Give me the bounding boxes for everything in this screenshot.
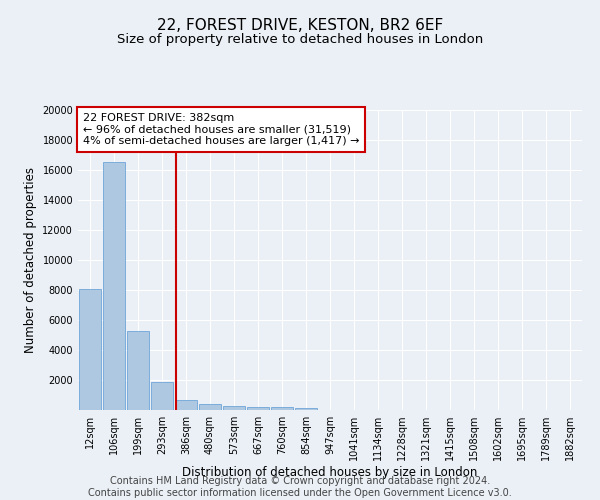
Text: 22 FOREST DRIVE: 382sqm
← 96% of detached houses are smaller (31,519)
4% of semi: 22 FOREST DRIVE: 382sqm ← 96% of detache… bbox=[83, 113, 359, 146]
Bar bbox=[79, 288, 101, 410]
Bar bbox=[199, 404, 221, 410]
Bar bbox=[247, 406, 269, 410]
Bar bbox=[103, 162, 125, 410]
X-axis label: Distribution of detached houses by size in London: Distribution of detached houses by size … bbox=[182, 466, 478, 479]
Bar bbox=[151, 382, 173, 410]
Text: Contains HM Land Registry data © Crown copyright and database right 2024.
Contai: Contains HM Land Registry data © Crown c… bbox=[88, 476, 512, 498]
Text: 22, FOREST DRIVE, KESTON, BR2 6EF: 22, FOREST DRIVE, KESTON, BR2 6EF bbox=[157, 18, 443, 32]
Y-axis label: Number of detached properties: Number of detached properties bbox=[24, 167, 37, 353]
Bar bbox=[175, 400, 197, 410]
Bar bbox=[127, 330, 149, 410]
Bar bbox=[295, 408, 317, 410]
Bar bbox=[223, 406, 245, 410]
Text: Size of property relative to detached houses in London: Size of property relative to detached ho… bbox=[117, 32, 483, 46]
Bar bbox=[271, 406, 293, 410]
